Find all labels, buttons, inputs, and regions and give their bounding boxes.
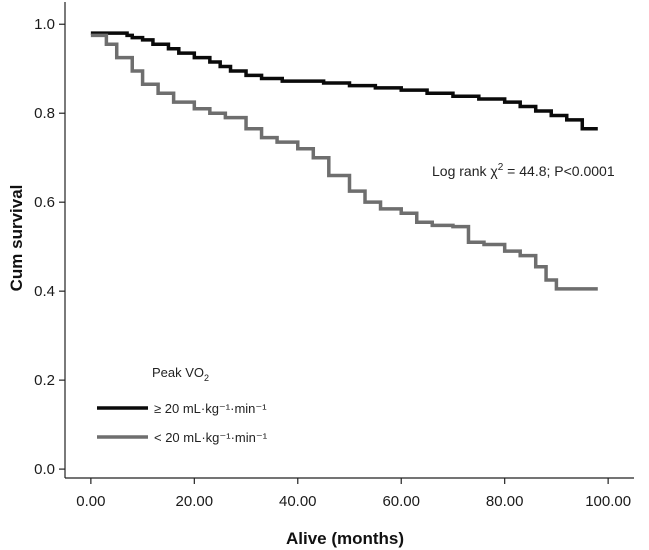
x-tick-label: 20.00 [176, 493, 214, 510]
plot-frame [64, 2, 634, 479]
x-tick-label: 60.00 [382, 493, 420, 510]
x-axis: 0.00 20.00 40.00 60.00 80.00 100.00 [76, 478, 631, 510]
x-tick-label: 0.00 [76, 493, 105, 510]
series-layer [90, 31, 598, 291]
y-tick-label: 0.0 [34, 461, 55, 478]
x-tick-label: 40.00 [279, 493, 317, 510]
legend-title-main: Peak VO [152, 365, 204, 380]
legend: Peak VO2 ≥ 20 mL·kg⁻¹·min⁻¹ < 20 mL·kg⁻¹… [97, 365, 268, 445]
series-line-low-vo2 [90, 33, 598, 291]
legend-title: Peak VO2 [152, 365, 209, 383]
y-tick-label: 0.2 [34, 372, 55, 389]
log-rank-annotation: Log rank χ2 = 44.8; P<0.0001 [432, 162, 615, 179]
y-tick-label: 0.4 [34, 283, 55, 300]
legend-label-high: ≥ 20 mL·kg⁻¹·min⁻¹ [154, 401, 267, 416]
legend-title-sub: 2 [204, 373, 209, 383]
y-tick-label: 0.6 [34, 194, 55, 211]
log-rank-suffix: = 44.8; P<0.0001 [503, 163, 615, 179]
y-tick-label: 1.0 [34, 16, 55, 33]
series-line-high-vo2 [90, 31, 598, 131]
log-rank-sup: 2 [498, 162, 504, 173]
x-axis-title: Alive (months) [286, 529, 404, 548]
x-tick-label: 100.00 [585, 493, 631, 510]
log-rank-prefix: Log rank χ [432, 163, 498, 179]
y-axis-title: Cum survival [7, 185, 26, 292]
legend-label-low: < 20 mL·kg⁻¹·min⁻¹ [154, 430, 268, 445]
x-tick-label: 80.00 [486, 493, 524, 510]
y-axis: 0.0 0.2 0.4 0.6 0.8 1.0 [34, 16, 65, 478]
y-tick-label: 0.8 [34, 105, 55, 122]
